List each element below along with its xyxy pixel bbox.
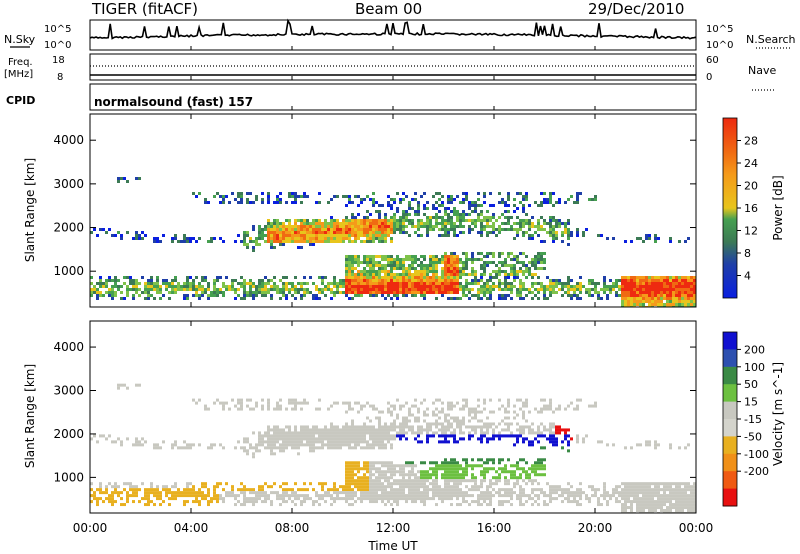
cpid-program: normalsound (fast) 157: [94, 95, 253, 109]
power-colorbar: [722, 117, 738, 299]
velocity-colorbar-tick: 100: [744, 361, 765, 374]
power-colorbar-tick: 24: [744, 157, 758, 170]
date-label: 29/Dec/2010: [588, 0, 685, 18]
velocity-colorbar-tick: -50: [744, 430, 762, 443]
time-tick-label: 20:00: [578, 521, 613, 535]
velocity-panel: 1000 2000 3000 4000 Slant Range [km] 200 100…: [23, 320, 785, 514]
velocity-colorbar-tick: -100: [744, 448, 769, 461]
velocity-colorbar-label: Velocity [m s^-1]: [771, 362, 785, 466]
range-tick-label: 3000: [53, 384, 84, 398]
processing-mode: (fitACF): [141, 0, 199, 18]
velocity-colorbar-tick: -200: [744, 465, 769, 478]
nsearch-label: N.Search: [746, 33, 796, 46]
power-colorbar-tick: 8: [744, 247, 751, 260]
velocity-ylabel: Slant Range [km]: [23, 364, 37, 468]
freq-tick-low: 8: [57, 72, 63, 83]
range-tick-label: 4000: [53, 133, 84, 147]
freq-strip: Freq. [MHz] 18 8 60 0 Nave: [4, 53, 776, 91]
time-tick-label: 00:00: [73, 521, 108, 535]
range-tick-label: 1000: [53, 470, 84, 484]
velocity-y-ticks: 1000 2000 3000 4000: [53, 340, 696, 484]
power-colorbar-tick: 20: [744, 180, 758, 193]
time-tick-label: 04:00: [174, 521, 209, 535]
power-colorbar-ticks: 4 8 12 16 20 24 28: [737, 135, 758, 283]
power-heatmap: [90, 177, 696, 307]
nsky-tick-high: 10^5: [44, 24, 71, 35]
nave-tick-low: 0: [706, 72, 712, 83]
nsearch-tick-high: 10^5: [706, 24, 733, 35]
power-ylabel: Slant Range [km]: [23, 158, 37, 262]
radar-name: TIGER: [92, 0, 138, 18]
freq-unit-label: [MHz]: [4, 69, 33, 80]
nsky-trace: [89, 18, 697, 40]
beam-label: Beam 00: [355, 0, 423, 18]
time-tick-label: 12:00: [376, 521, 411, 535]
cpid-strip: CPID normalsound (fast) 157: [6, 83, 697, 111]
radar-title: TIGER (fitACF): [92, 0, 198, 18]
time-axis: 00:00 04:00 08:00 12:00 16:00 20:00 00:00: [73, 46, 714, 535]
nave-label: Nave: [748, 64, 776, 77]
freq-label: Freq.: [8, 57, 33, 68]
power-colorbar-label: Power [dB]: [771, 175, 785, 240]
power-y-ticks: 1000 2000 3000 4000: [53, 133, 696, 278]
freq-tick-high: 18: [52, 55, 65, 66]
velocity-colorbar-tick: -15: [744, 413, 762, 426]
velocity-colorbar-tick: 200: [744, 343, 765, 356]
power-colorbar-tick: 4: [744, 270, 751, 283]
time-tick-label: 16:00: [477, 521, 512, 535]
range-tick-label: 4000: [53, 340, 84, 354]
nsky-label: N.Sky: [4, 33, 36, 46]
nsky-strip: N.Sky 10^5 10^0 10^5 10^0 N.Search: [4, 18, 796, 51]
velocity-colorbar-tick: 15: [744, 396, 758, 409]
range-tick-label: 1000: [53, 264, 84, 278]
velocity-heatmap: [90, 383, 696, 513]
cpid-label: CPID: [6, 94, 35, 107]
power-panel: 1000 2000 3000 4000 Slant Range [km] 4 8 12 16…: [23, 113, 785, 308]
time-axis-label: Time UT: [367, 539, 418, 553]
nsky-tick-low: 10^0: [44, 40, 71, 51]
range-tick-label: 3000: [53, 177, 84, 191]
power-colorbar-tick: 16: [744, 202, 758, 215]
nsearch-tick-low: 10^0: [706, 40, 733, 51]
time-tick-label: 08:00: [275, 521, 310, 535]
velocity-colorbar-tick: 50: [744, 378, 758, 391]
velocity-colorbar: [722, 331, 738, 507]
range-tick-label: 2000: [53, 221, 84, 235]
range-tick-label: 2000: [53, 427, 84, 441]
velocity-colorbar-ticks: 200 100 50 15 -15 -50 -100 -200: [737, 343, 769, 478]
power-colorbar-tick: 12: [744, 225, 758, 238]
nave-tick-high: 60: [706, 55, 719, 66]
power-colorbar-tick: 28: [744, 135, 758, 148]
time-tick-label: 00:00: [679, 521, 714, 535]
